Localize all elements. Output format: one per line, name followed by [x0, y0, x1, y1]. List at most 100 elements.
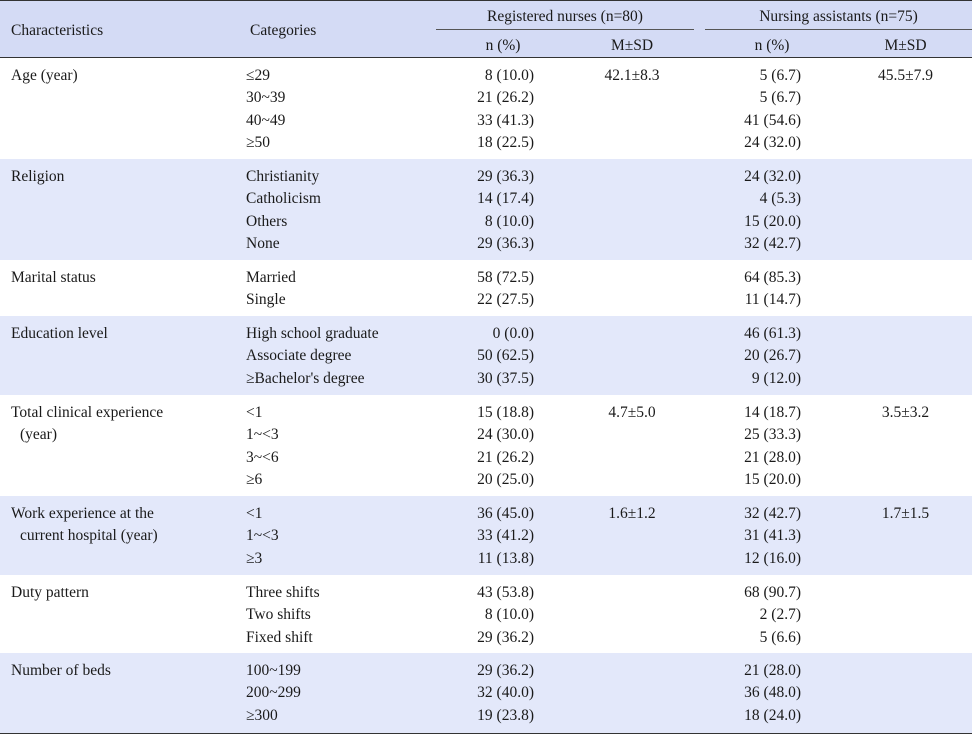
category-label: Two shifts	[246, 606, 311, 624]
category-label: ≥300	[246, 706, 278, 724]
characteristic-label: Age (year)	[11, 67, 78, 84]
table-row: Number of beds 100~199 200~299 ≥300 29 (36.2…	[0, 653, 972, 733]
category-label: Married	[246, 269, 296, 286]
header-na-divider	[705, 29, 972, 30]
category-label: Single	[246, 291, 286, 309]
category-label: Three shifts	[246, 584, 320, 601]
category-label: Fixed shift	[246, 628, 313, 646]
rn-n-pct-value: 18 (22.5)	[477, 133, 534, 151]
rn-n-pct-value: 29 (36.3)	[477, 234, 534, 252]
na-n-pct-value: 2 (2.7)	[759, 606, 801, 624]
rn-n-pct-value: 43 (53.8)	[477, 584, 534, 601]
na-n-pct-value: 15 (20.0)	[744, 470, 801, 488]
rn-n-pct-value: 8 (10.0)	[484, 606, 534, 624]
na-n-pct-value: 5 (6.7)	[759, 67, 801, 84]
na-msd-value: 1.7±1.5	[881, 505, 930, 522]
characteristic-label: Religion	[11, 168, 65, 185]
rn-n-pct-value: 30 (37.5)	[477, 369, 534, 387]
rn-n-pct-value: 20 (25.0)	[477, 470, 534, 488]
rn-n-pct-value: 33 (41.3)	[477, 111, 534, 129]
table-row: Work experience at the current hospital (…	[0, 496, 972, 575]
category-label: Christianity	[246, 168, 320, 185]
na-n-pct-value: 11 (14.7)	[744, 291, 801, 309]
category-label: Others	[246, 212, 288, 230]
table-row: Education level High school graduate Assoc…	[0, 316, 972, 395]
header-rn-n-pct: n (%)	[485, 37, 521, 54]
na-n-pct-value: 32 (42.7)	[744, 234, 801, 252]
rn-msd-value: 4.7±5.0	[608, 404, 656, 421]
na-n-pct-value: 5 (6.7)	[759, 89, 801, 107]
na-msd-value: 45.5±7.9	[877, 67, 933, 84]
table-header: Characteristics Categories Registered nu…	[0, 0, 972, 58]
na-n-pct-value: 32 (42.7)	[744, 505, 801, 522]
na-n-pct-value: 31 (41.3)	[744, 527, 801, 545]
rn-n-pct-value: 29 (36.2)	[477, 628, 534, 646]
category-label: 200~299	[246, 684, 301, 702]
na-n-pct-value: 41 (54.6)	[744, 111, 801, 129]
table-row: Age (year) ≤29 30~39 40~49 ≥50 8 (10.0) 21 (26…	[0, 58, 972, 159]
na-n-pct-value: 25 (33.3)	[744, 426, 801, 444]
rn-msd-value: 42.1±8.3	[604, 67, 660, 84]
category-label: None	[246, 234, 280, 252]
category-label: 100~199	[246, 662, 301, 679]
category-label: ≥50	[246, 133, 271, 151]
rn-n-pct-value: 14 (17.4)	[477, 190, 534, 208]
category-label: 40~49	[246, 111, 286, 129]
rn-n-pct-value: 11 (13.8)	[477, 549, 534, 567]
na-n-pct-value: 64 (85.3)	[744, 269, 801, 286]
category-label: ≥3	[246, 549, 263, 567]
category-label: ≥6	[246, 470, 263, 488]
rn-n-pct-value: 8 (10.0)	[484, 67, 534, 84]
table-row: Duty pattern Three shifts Two shifts Fixed …	[0, 575, 972, 653]
category-label: 1~<3	[246, 426, 279, 444]
header-na-msd: M±SD	[884, 37, 927, 54]
characteristic-label: Duty pattern	[11, 584, 89, 601]
na-n-pct-value: 36 (48.0)	[744, 684, 801, 702]
na-n-pct-value: 20 (26.7)	[744, 347, 801, 365]
rn-n-pct-value: 50 (62.5)	[477, 347, 534, 365]
na-n-pct-value: 18 (24.0)	[744, 706, 801, 724]
table-row: Total clinical experience (year) <1 1~<3 3~<…	[0, 395, 972, 496]
rn-n-pct-value: 8 (10.0)	[484, 212, 534, 230]
na-msd-value: 3.5±3.2	[881, 404, 930, 421]
na-n-pct-value: 4 (5.3)	[759, 190, 801, 208]
rn-n-pct-value: 15 (18.8)	[477, 404, 534, 421]
na-n-pct-value: 46 (61.3)	[744, 325, 801, 342]
category-label: Catholicism	[246, 190, 321, 208]
characteristic-label: Number of beds	[11, 662, 111, 679]
rn-n-pct-value: 0 (0.0)	[492, 325, 534, 342]
rn-msd-value: 1.6±1.2	[608, 505, 656, 522]
rn-n-pct-value: 32 (40.0)	[477, 684, 534, 702]
header-nursing-assistants: Nursing assistants (n=75)	[759, 8, 918, 25]
category-label: <1	[246, 505, 263, 522]
rn-n-pct-value: 19 (23.8)	[477, 706, 534, 724]
rn-n-pct-value: 36 (45.0)	[477, 505, 534, 522]
table-row: Marital status Married Single 58 (72.5) 22 (…	[0, 260, 972, 316]
rn-n-pct-value: 58 (72.5)	[477, 269, 534, 286]
characteristic-label: Total clinical experience	[11, 404, 164, 421]
header-categories: Categories	[250, 22, 317, 39]
category-label: Associate degree	[246, 347, 352, 365]
rn-n-pct-value: 21 (26.2)	[477, 89, 534, 107]
category-label: 30~39	[246, 89, 286, 107]
header-characteristics: Characteristics	[11, 22, 104, 39]
na-n-pct-value: 14 (18.7)	[744, 404, 801, 421]
category-label: ≤29	[246, 67, 271, 84]
characteristic-label: current hospital (year)	[20, 527, 158, 545]
na-n-pct-value: 24 (32.0)	[744, 133, 801, 151]
category-label: ≥Bachelor's degree	[246, 369, 365, 387]
table-bottom-rule	[0, 733, 972, 734]
na-n-pct-value: 21 (28.0)	[744, 662, 801, 679]
rn-n-pct-value: 22 (27.5)	[477, 291, 534, 309]
na-n-pct-value: 68 (90.7)	[744, 584, 801, 601]
header-na-n-pct: n (%)	[754, 37, 790, 54]
rn-n-pct-value: 21 (26.2)	[477, 448, 534, 466]
characteristic-label: (year)	[20, 426, 57, 444]
header-rn-divider	[436, 29, 694, 30]
characteristic-label: Work experience at the	[11, 505, 154, 522]
na-n-pct-value: 12 (16.0)	[744, 549, 801, 567]
rn-n-pct-value: 29 (36.3)	[477, 168, 534, 185]
na-n-pct-value: 21 (28.0)	[744, 448, 801, 466]
category-label: 3~<6	[246, 448, 279, 466]
